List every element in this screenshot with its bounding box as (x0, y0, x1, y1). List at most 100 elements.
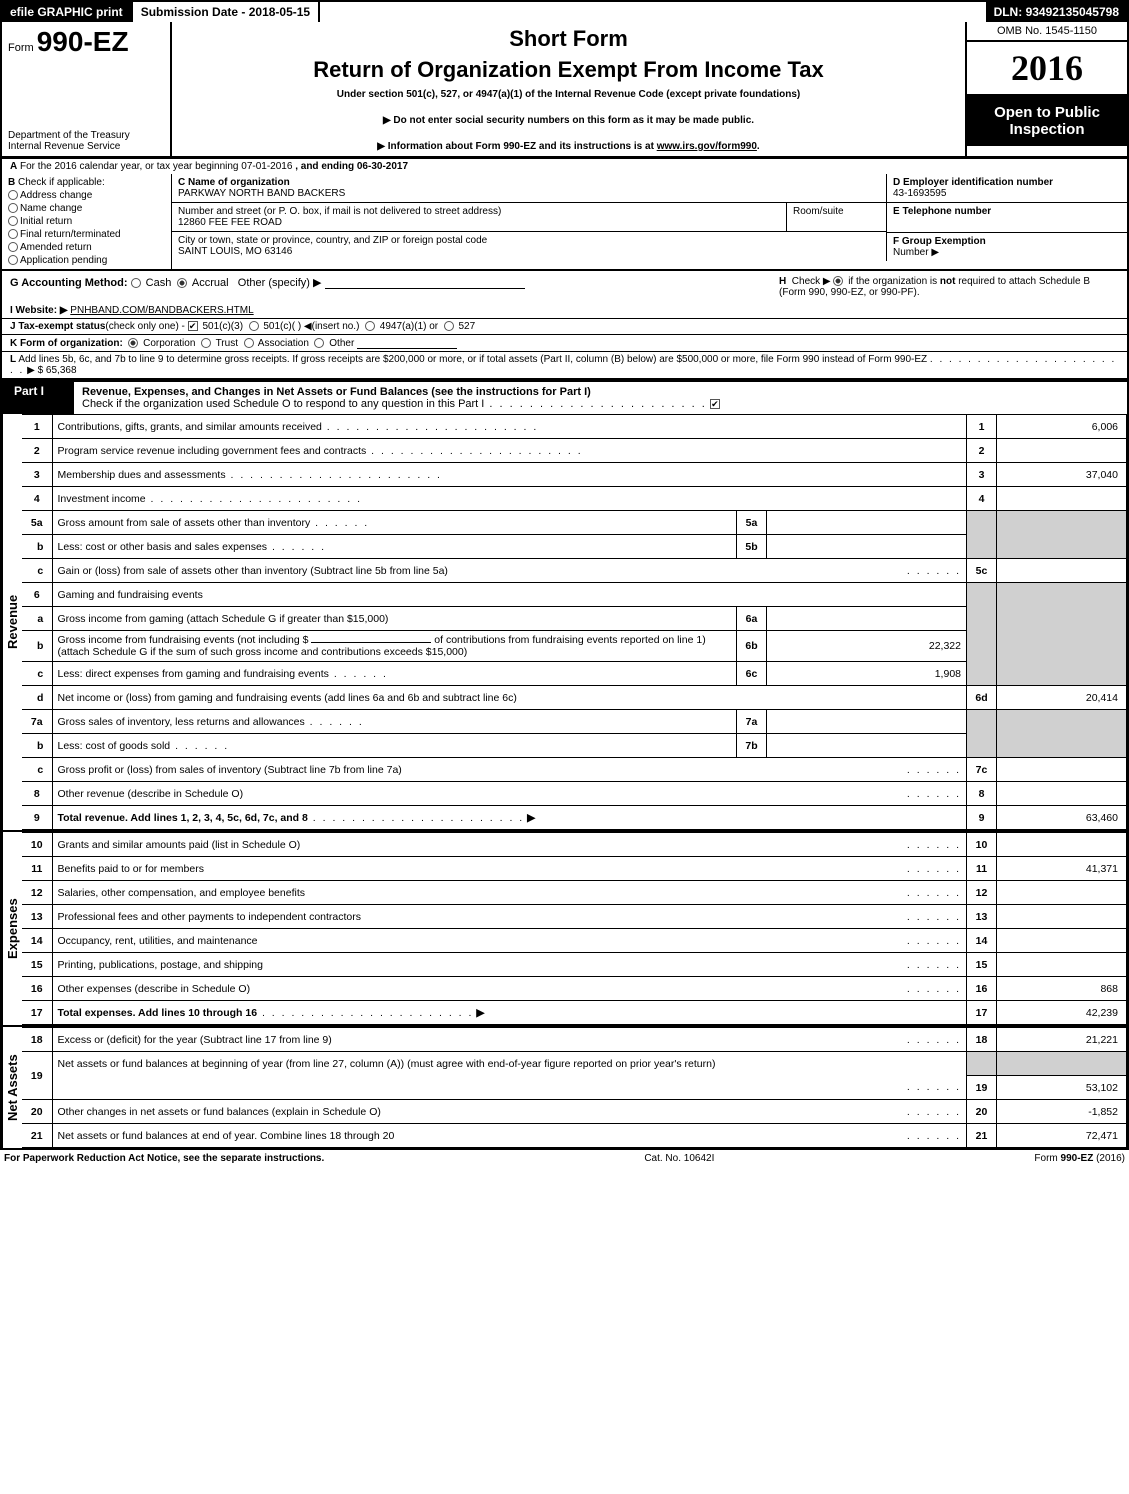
line-6b-valcol (997, 631, 1127, 662)
chk-final-return[interactable]: Final return/terminated (8, 229, 165, 240)
line-h-checkbox[interactable] (833, 276, 843, 286)
radio-cash[interactable] (131, 278, 141, 288)
line-1-val: 6,006 (997, 415, 1127, 439)
chk-527[interactable] (444, 321, 454, 331)
line-18-val: 21,221 (997, 1028, 1127, 1052)
line-3-no: 3 (22, 463, 52, 487)
return-title: Return of Organization Exempt From Incom… (178, 57, 959, 83)
chk-final-return-label: Final return/terminated (20, 229, 121, 240)
line-4-no: 4 (22, 487, 52, 511)
other-org-input[interactable] (357, 337, 457, 349)
chk-501c[interactable] (249, 321, 259, 331)
line-i-label: I Website: ▶ (10, 305, 68, 316)
chk-501c3[interactable] (188, 321, 198, 331)
line-5a-numcol (967, 511, 997, 535)
box-e-label: E Telephone number (893, 206, 1121, 217)
footer-paperwork: For Paperwork Reduction Act Notice, see … (4, 1153, 324, 1164)
line-18-desc: Excess or (deficit) for the year (Subtra… (58, 1034, 332, 1046)
irs-form990-link[interactable]: www.irs.gov/form990 (657, 141, 757, 152)
line-8: 8 Other revenue (describe in Schedule O)… (22, 782, 1127, 806)
line-6a: a Gross income from gaming (attach Sched… (22, 607, 1127, 631)
open-to-public: Open to Public Inspection (967, 96, 1127, 146)
line-15-num: 15 (967, 953, 997, 977)
chk-initial-return[interactable]: Initial return (8, 216, 165, 227)
chk-4947[interactable] (365, 321, 375, 331)
line-15-desc: Printing, publications, postage, and shi… (58, 959, 263, 971)
line-5b: b Less: cost or other basis and sales ex… (22, 535, 1127, 559)
line-12-val (997, 881, 1127, 905)
line-10-val (997, 833, 1127, 857)
opt-527: 527 (458, 321, 475, 332)
chk-trust[interactable] (201, 338, 211, 348)
line-7c-no: c (22, 758, 52, 782)
top-bar: efile GRAPHIC print Submission Date - 20… (0, 0, 1129, 22)
form-prefix: Form (8, 42, 34, 54)
chk-association[interactable] (244, 338, 254, 348)
footer-form-post: (2016) (1093, 1153, 1125, 1164)
line-6c-valcol (997, 662, 1127, 686)
open-line1: Open to Public (971, 104, 1123, 121)
box-c-city: City or town, state or province, country… (172, 232, 887, 261)
line-19-val: 53,102 (997, 1076, 1127, 1100)
part-1-schedule-o-checkbox[interactable] (710, 399, 720, 409)
line-7b-numcol (967, 734, 997, 758)
box-d-label: D Employer identification number (893, 177, 1121, 188)
line-16: 16 Other expenses (describe in Schedule … (22, 977, 1127, 1001)
website-value[interactable]: PNHBAND.COM/BANDBACKERS.HTML (70, 305, 253, 316)
info-pre: ▶ Information about Form 990-EZ and its … (377, 141, 656, 152)
line-6b-no: b (22, 631, 52, 662)
trust-label: Trust (216, 338, 238, 349)
footer-form-ref: Form 990-EZ (2016) (1034, 1153, 1125, 1164)
chk-name-change[interactable]: Name change (8, 203, 165, 214)
chk-other-org[interactable] (314, 338, 324, 348)
line-l-amount: ▶ $ 65,368 (27, 365, 76, 376)
line-5a: 5a Gross amount from sale of assets othe… (22, 511, 1127, 535)
line-1: 1 Contributions, gifts, grants, and simi… (22, 415, 1127, 439)
line-6b-numcol (967, 631, 997, 662)
line-5c-no: c (22, 559, 52, 583)
chk-amended-return[interactable]: Amended return (8, 242, 165, 253)
line-6d-no: d (22, 686, 52, 710)
line-6c-no: c (22, 662, 52, 686)
line-21: 21 Net assets or fund balances at end of… (22, 1124, 1127, 1148)
line-2-desc: Program service revenue including govern… (58, 445, 367, 457)
chk-application-pending[interactable]: Application pending (8, 255, 165, 266)
chk-address-change-label: Address change (20, 190, 92, 201)
line-12: 12 Salaries, other compensation, and emp… (22, 881, 1127, 905)
netassets-side-label: Net Assets (2, 1027, 22, 1148)
line-7a-inner-no: 7a (737, 710, 767, 734)
line-6: 6 Gaming and fundraising events (22, 583, 1127, 607)
line-17-desc: Total expenses. Add lines 10 through 16 (58, 1007, 258, 1019)
line-21-val: 72,471 (997, 1124, 1127, 1148)
line-6b-inner-val: 22,322 (767, 631, 967, 662)
line-4: 4 Investment income 4 (22, 487, 1127, 511)
box-c-label: C Name of organization (178, 177, 880, 188)
line-18-no: 18 (22, 1028, 52, 1052)
line-5b-no: b (22, 535, 52, 559)
line-k: K Form of organization: Corporation Trus… (0, 334, 1129, 351)
line-19-num: 19 (967, 1076, 997, 1100)
line-10-desc: Grants and similar amounts paid (list in… (58, 839, 301, 851)
part-1-sub: Check if the organization used Schedule … (82, 398, 484, 410)
line-6b-blank[interactable] (311, 642, 431, 643)
chk-corporation[interactable] (128, 338, 138, 348)
line-7a-no: 7a (22, 710, 52, 734)
efile-label: efile GRAPHIC print (2, 2, 131, 22)
line-11-num: 11 (967, 857, 997, 881)
radio-accrual[interactable] (177, 278, 187, 288)
line-17-val: 42,239 (997, 1001, 1127, 1025)
line-15-val (997, 953, 1127, 977)
corp-label: Corporation (143, 338, 195, 349)
line-7b: b Less: cost of goods sold 7b (22, 734, 1127, 758)
box-e: E Telephone number (887, 203, 1127, 232)
line-7c-val (997, 758, 1127, 782)
line-9-num: 9 (967, 806, 997, 830)
other-input[interactable] (325, 277, 525, 289)
line-3-val: 37,040 (997, 463, 1127, 487)
city-value: SAINT LOUIS, MO 63146 (178, 246, 880, 257)
line-6d-desc: Net income or (loss) from gaming and fun… (58, 692, 517, 704)
line-2-no: 2 (22, 439, 52, 463)
line-14-val (997, 929, 1127, 953)
revenue-side-label: Revenue (2, 414, 22, 830)
chk-address-change[interactable]: Address change (8, 190, 165, 201)
